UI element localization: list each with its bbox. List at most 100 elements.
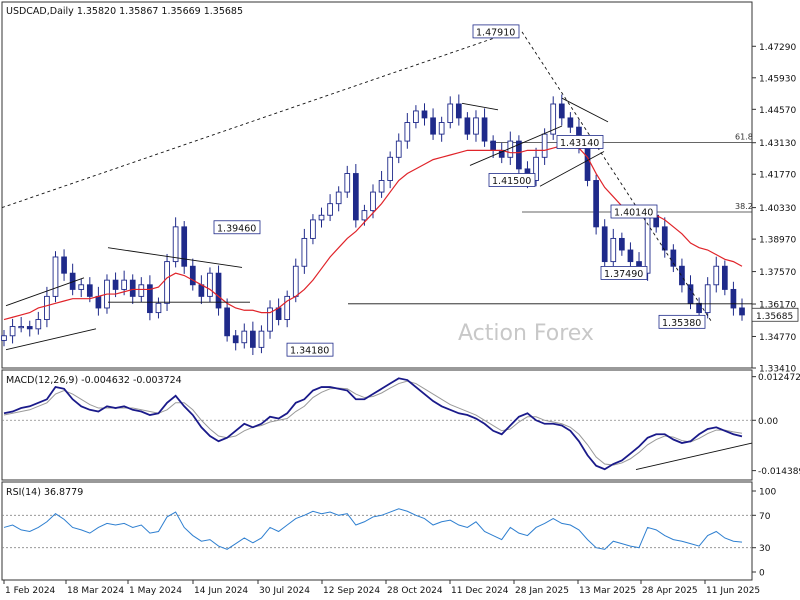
candle-body	[541, 133, 548, 158]
candle-body	[430, 117, 436, 135]
candle-body	[78, 284, 85, 290]
candle-body	[52, 256, 59, 297]
trendline	[461, 102, 499, 111]
candle-body	[86, 284, 93, 297]
candle-body	[619, 237, 625, 251]
candle-body	[292, 265, 299, 297]
candle-body	[550, 103, 557, 135]
x-axis-tick-label: 1 Feb 2024	[5, 586, 56, 596]
candle-body	[241, 330, 248, 344]
rsi-axis-label: 100	[759, 488, 776, 498]
trendline	[107, 247, 243, 268]
y-axis-tick-label: 1.47290	[759, 43, 796, 53]
candle-body	[713, 265, 720, 286]
candle-body	[250, 330, 256, 348]
x-axis-tick-label: 28 Oct 2024	[387, 586, 443, 596]
moving-average-line	[3, 145, 743, 321]
candle-body	[490, 140, 496, 151]
candle-body	[224, 307, 230, 337]
candle-body	[164, 261, 170, 304]
y-axis-tick-label: 1.41770	[759, 171, 796, 181]
x-axis-tick-label: 28 Apr 2025	[642, 586, 698, 596]
candle-body	[370, 191, 376, 212]
candle-body	[181, 226, 188, 267]
watermark: Action Forex	[458, 321, 594, 346]
rsi-axis-label: 30	[759, 544, 771, 554]
candle-body	[361, 210, 368, 221]
x-axis-tick-label: 18 Mar 2024	[67, 586, 124, 596]
candle-body	[138, 284, 145, 297]
price-annotation-label: 1.34180	[290, 346, 329, 357]
price-annotation-label: 1.41500	[492, 176, 531, 187]
candle-body	[215, 272, 222, 309]
price-annotation-box	[286, 342, 334, 357]
candle-body	[352, 173, 359, 221]
y-axis-tick-label: 1.37570	[759, 268, 796, 278]
x-axis-tick-label: 11 Jun 2025	[706, 586, 760, 596]
macd-title: MACD(12,26,9) -0.004632 -0.003724	[6, 375, 182, 386]
candle-body	[558, 103, 565, 119]
x-axis-tick-label: 28 Jan 2025	[515, 586, 569, 596]
candle-body	[318, 214, 325, 221]
x-axis-tick-label: 30 Jul 2024	[259, 586, 310, 596]
rsi-title: RSI(14) 36.8779	[6, 487, 83, 498]
candle-body	[275, 307, 282, 321]
candle-body	[112, 279, 119, 290]
x-axis-tick-label: 1 May 2024	[129, 586, 182, 596]
candle-body	[404, 122, 411, 142]
y-axis-tick-label: 1.45930	[759, 74, 796, 84]
current-price-label: 1.35685	[756, 312, 793, 322]
candle-body	[464, 117, 471, 135]
candle-body	[567, 117, 574, 128]
rsi-line	[3, 508, 743, 550]
trendline	[539, 151, 605, 187]
candle-body	[395, 140, 402, 158]
candle-body	[687, 284, 694, 304]
candle-body	[601, 226, 608, 263]
macd-line	[3, 377, 743, 471]
candle-body	[335, 191, 342, 205]
candle-body	[387, 156, 394, 181]
candle-body	[421, 110, 428, 119]
trendline	[5, 277, 85, 307]
candle-body	[147, 284, 153, 314]
candle-body	[661, 226, 668, 251]
trendline	[469, 125, 563, 166]
x-axis-tick-label: 13 Mar 2025	[579, 586, 636, 596]
candle-body	[61, 256, 67, 274]
candle-body	[232, 335, 239, 344]
candle-body	[481, 117, 488, 142]
candle-body	[344, 173, 351, 193]
rsi-axis-label: 0	[759, 569, 765, 579]
candle-body	[670, 249, 677, 267]
macd-axis-label: 0.00	[758, 417, 778, 427]
macd-axis-label: -0.014389	[758, 467, 800, 477]
x-axis-tick-label: 11 Dec 2024	[451, 586, 509, 596]
macd-pane-frame	[1, 369, 753, 481]
candle-body	[267, 307, 273, 332]
candle-body	[9, 326, 16, 337]
candle-body	[258, 330, 265, 348]
candle-body	[35, 319, 42, 330]
candle-body	[473, 117, 479, 135]
candle-body	[155, 302, 162, 314]
price-annotation-box	[472, 24, 520, 39]
candle-body	[189, 265, 196, 286]
candle-body	[121, 279, 127, 290]
price-annotation-box	[610, 204, 658, 219]
candle-body	[610, 237, 617, 263]
y-axis-tick-label: 1.38970	[759, 236, 796, 246]
candle-body	[310, 219, 316, 239]
fib-level-label: 38.2	[735, 202, 753, 211]
trendline	[521, 31, 713, 323]
current-price-tag	[751, 307, 799, 322]
price-annotation-box	[658, 314, 706, 329]
candle-body	[584, 145, 591, 181]
y-axis-tick-label: 1.43130	[759, 139, 796, 149]
candle-body	[739, 307, 745, 316]
candle-body	[455, 103, 462, 119]
candle-body	[301, 237, 308, 267]
candle-body	[447, 103, 454, 123]
